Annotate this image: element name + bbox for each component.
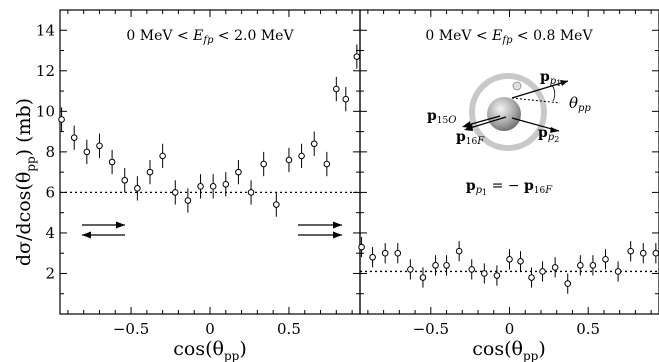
data-point [506,255,513,263]
theta-pp-arc [551,84,556,102]
y-tick-label: 10 [36,102,55,120]
left-panel-title: 0 MeV < Efp < 2.0 MeV [126,28,294,46]
x-tick-label: 0 [505,320,515,338]
data-point [432,262,439,269]
data-point [247,189,255,196]
data-point [443,262,450,269]
data-point [481,270,488,277]
data-point [333,85,340,93]
right-x-axis-label: cos(θpp) [472,338,545,362]
data-point [108,158,116,166]
label-p-15O: p15O [427,108,456,126]
x-tick-label: 0.5 [277,320,301,338]
p-15O-arrow [467,115,501,126]
arrow-right-right-top-head [333,221,342,229]
x-tick-label: −0.5 [113,320,149,338]
data-point [83,148,91,156]
data-point [528,274,535,281]
x-tick-label: −0.5 [413,320,449,338]
data-point [285,156,293,164]
momentum-relation: pp1 = − p16F [466,178,553,197]
data-point [539,268,546,275]
data-point [358,243,365,251]
data-point [381,249,389,257]
data-point [222,180,230,188]
label-p-p1: pp1 [540,69,561,88]
data-point [134,185,141,192]
label-theta-pp: θpp [569,94,591,114]
inset-diagram: pp1 θpp pp2 p15O p16F pp1 = − p16F [427,69,591,197]
data-point [171,189,179,196]
label-p-16F: p16F [456,129,485,147]
data-point [589,262,597,269]
arrow-right-left-top-head [116,221,125,229]
data-point [614,268,622,275]
data-point [209,183,217,190]
proton-sphere [512,81,522,91]
data-point [369,253,376,261]
data-point [235,168,242,176]
left-x-axis-label: cos(θpp) [173,338,246,362]
right-panel-title: 0 MeV < Efp < 0.8 MeV [425,28,593,46]
p-15O-arrowhead [462,121,471,128]
nucleus-sphere [487,97,521,131]
data-point [58,116,65,123]
p-p1-arrowhead [560,80,568,86]
p-p2-arrowhead [550,127,559,133]
data-point [639,249,647,257]
data-point [419,274,427,281]
data-point [577,262,584,269]
y-tick-label: 6 [45,183,55,201]
data-point [260,160,267,168]
data-point [627,247,634,255]
y-tick-label: 14 [36,21,55,39]
data-point [159,152,166,160]
label-p-p2: pp2 [538,125,559,144]
data-point [342,95,350,103]
arrow-left-left-bottom-head [82,231,91,239]
orbit-ring [469,73,547,151]
arrow-right-right-bottom-head [333,231,342,239]
p-16F-arrowhead [464,124,473,131]
data-point [455,247,463,255]
x-tick-label: 0 [205,320,215,338]
data-point [96,142,103,150]
y-tick-label: 12 [36,62,55,80]
x-tick-label: 0.5 [576,320,600,338]
data-point [394,249,402,257]
data-point [353,53,361,60]
y-tick-label: 2 [45,264,55,282]
y-tick-label: 8 [45,143,55,161]
data-point [407,266,414,273]
data-point [551,264,559,271]
data-point [197,183,204,190]
data-point [310,140,318,148]
data-point [468,266,476,273]
data-point [323,160,331,168]
p-p1-dotted-line [511,97,561,104]
p-16F-arrow [469,116,507,129]
data-point [652,249,659,257]
data-point [564,280,572,287]
data-point [298,152,305,160]
data-point [273,201,280,208]
panel-frame-left [59,9,361,315]
p-p1-arrow [511,80,569,99]
data-point [493,272,501,279]
data-point [70,134,78,141]
data-point [146,168,154,176]
y-tick-label: 4 [45,224,55,242]
data-point [121,176,129,184]
data-point [517,258,524,265]
data-point [602,255,609,263]
data-point [184,197,192,204]
y-axis-label: dσ/dcos(θpp) (mb) [13,98,38,266]
